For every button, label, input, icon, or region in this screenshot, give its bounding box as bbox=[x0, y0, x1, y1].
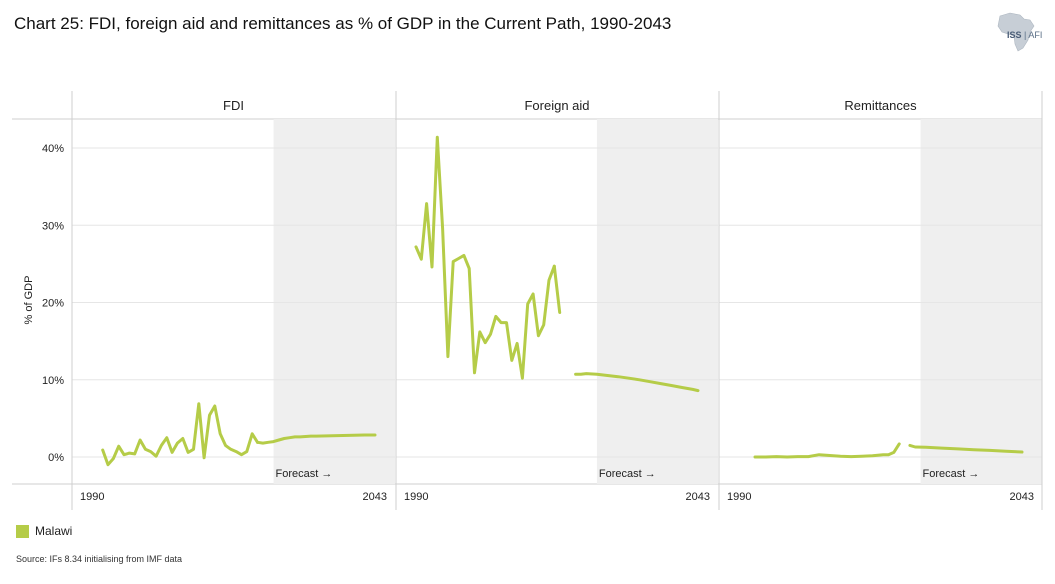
y-tick-label: 10% bbox=[42, 375, 64, 387]
logo-divider: | bbox=[1024, 30, 1027, 40]
series-line-forecast bbox=[256, 433, 377, 445]
forecast-shading bbox=[920, 119, 1042, 484]
panel-title-foreign-aid: Foreign aid bbox=[524, 98, 589, 113]
forecast-label: Forecast → bbox=[923, 468, 980, 480]
x-tick-label-start: 1990 bbox=[80, 491, 104, 503]
forecast-label: Forecast → bbox=[599, 468, 656, 480]
panel-title-remittances: Remittances bbox=[844, 98, 917, 113]
logo-sub-text: AFI bbox=[1028, 30, 1043, 40]
africa-map-icon bbox=[997, 12, 1035, 52]
y-tick-label: 20% bbox=[42, 298, 64, 310]
x-tick-label-start: 1990 bbox=[404, 491, 428, 503]
forecast-label: Forecast → bbox=[276, 468, 333, 480]
legend-swatch-malawi bbox=[16, 524, 29, 538]
series-line-forecast bbox=[574, 372, 700, 393]
series-line-historical-tail bbox=[552, 264, 562, 314]
y-tick-label: 30% bbox=[42, 220, 64, 232]
x-tick-label-end: 2043 bbox=[1010, 491, 1034, 503]
chart-area: % of GDP 0% 10% 20% 30% 40% FDI Forecast → 1990 2… bbox=[12, 91, 1043, 510]
series-line-historical bbox=[414, 135, 556, 380]
panel-title-fdi: FDI bbox=[223, 98, 244, 113]
legend-label-malawi: Malawi bbox=[35, 524, 73, 538]
chart-title: Chart 25: FDI, foreign aid and remittanc… bbox=[14, 14, 672, 33]
forecast-shading bbox=[596, 119, 718, 484]
iss-afi-logo: ISS | AFI bbox=[1007, 30, 1042, 40]
y-tick-label: 40% bbox=[42, 143, 64, 155]
x-tick-label-end: 2043 bbox=[363, 491, 387, 503]
series-line-historical bbox=[101, 402, 259, 467]
logo-main-text: ISS bbox=[1007, 30, 1022, 40]
legend: Malawi bbox=[16, 524, 72, 538]
x-tick-label-end: 2043 bbox=[686, 491, 710, 503]
series-line-historical bbox=[753, 442, 901, 459]
forecast-shading bbox=[273, 119, 395, 484]
source-note: Source: IFs 8.34 initialising from IMF d… bbox=[16, 554, 183, 564]
series-line-forecast bbox=[908, 443, 1024, 454]
y-tick-label: 0% bbox=[48, 452, 64, 464]
x-tick-label-start: 1990 bbox=[727, 491, 751, 503]
y-axis-title: % of GDP bbox=[23, 276, 35, 325]
